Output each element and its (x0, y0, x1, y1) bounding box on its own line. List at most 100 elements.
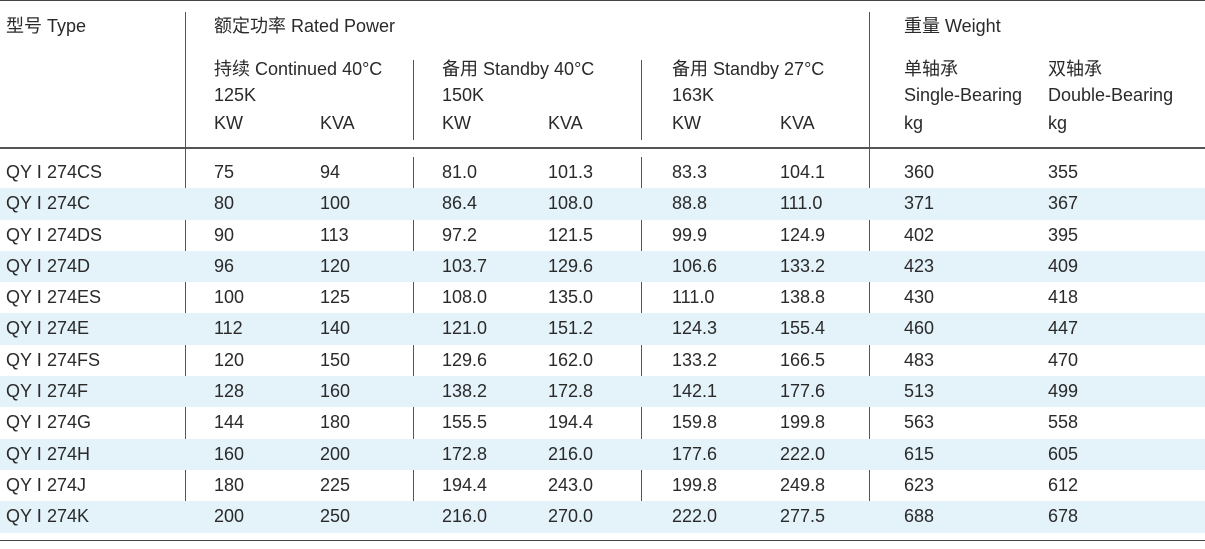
weight-header: 重量 Weight (904, 16, 1001, 36)
cell-continued-kva: 160 (320, 381, 351, 402)
cell-model: QY Ⅰ 274H (6, 443, 91, 464)
cell-standby40-kw: 129.6 (442, 349, 488, 370)
group-standby40-kva: KVA (548, 113, 583, 133)
cell-standby40-kw: 172.8 (442, 443, 488, 464)
cell-continued-kw: 180 (214, 474, 245, 495)
cell-standby40-kva: 270.0 (548, 506, 594, 527)
table-row: QY Ⅰ 274FS 120 150 129.6 162.0 133.2 166.5 483 4… (0, 345, 1205, 376)
cell-standby27-kw: 159.8 (672, 412, 718, 433)
cell-single-bearing-kg: 483 (904, 349, 935, 370)
table-row: QY Ⅰ 274DS 90 113 97.2 121.5 99.9 124.9 402 395 (0, 220, 1205, 251)
cell-standby27-kva: 111.0 (780, 193, 823, 214)
cell-single-bearing-kg: 563 (904, 412, 935, 433)
cell-single-bearing-kg: 402 (904, 224, 935, 245)
cell-model: QY Ⅰ 274FS (6, 349, 101, 370)
cell-double-bearing-kg: 678 (1048, 506, 1079, 527)
group-continued-kva: KVA (320, 113, 355, 133)
cell-standby27-kva: 155.4 (780, 318, 826, 339)
cell-standby40-kva: 121.5 (548, 224, 594, 245)
cell-double-bearing-kg: 558 (1048, 412, 1079, 433)
table-row: QY Ⅰ 274ES 100 125 108.0 135.0 111.0 138.8 430 4… (0, 282, 1205, 313)
cell-model: QY Ⅰ 274C (6, 193, 91, 214)
top-rule (0, 0, 1205, 1)
cell-standby27-kva: 166.5 (780, 349, 826, 370)
table-row: QY Ⅰ 274K 200 250 216.0 270.0 222.0 277.5 688 67… (0, 501, 1205, 533)
cell-standby27-kw: 133.2 (672, 349, 718, 370)
cell-standby27-kw: 88.8 (672, 193, 708, 214)
cell-standby27-kva: 177.6 (780, 381, 826, 402)
cell-standby27-kw: 124.3 (672, 318, 718, 339)
double-bearing-cn: 双轴承 (1048, 59, 1102, 79)
table-row: QY Ⅰ 274D 96 120 103.7 129.6 106.6 133.2 423 409 (0, 250, 1205, 283)
cell-standby40-kw: 121.0 (442, 318, 488, 339)
cell-model: QY Ⅰ 274DS (6, 224, 103, 245)
cell-model: QY Ⅰ 274K (6, 506, 90, 527)
cell-single-bearing-kg: 423 (904, 255, 935, 276)
cell-continued-kva: 125 (320, 287, 351, 308)
header-rule (0, 147, 1205, 149)
cell-model: QY Ⅰ 274E (6, 318, 90, 339)
cell-standby27-kva: 277.5 (780, 506, 826, 527)
table-row: QY Ⅰ 274J 180 225 194.4 243.0 199.8 249.8 623 61… (0, 470, 1205, 501)
table-body: QY Ⅰ 274CS 75 94 81.0 101.3 83.3 104.1 360 355 QY… (0, 157, 1205, 533)
table-row: QY Ⅰ 274F 128 160 138.2 172.8 142.1 177.6 513 49… (0, 376, 1205, 408)
cell-continued-kva: 250 (320, 506, 351, 527)
table-row: QY Ⅰ 274G 144 180 155.5 194.4 159.8 199.8 563 55… (0, 407, 1205, 438)
cell-double-bearing-kg: 418 (1048, 287, 1079, 308)
cell-standby27-kva: 249.8 (780, 474, 826, 495)
cell-standby27-kw: 111.0 (672, 287, 715, 308)
table-row: QY Ⅰ 274CS 75 94 81.0 101.3 83.3 104.1 360 355 (0, 157, 1205, 188)
cell-double-bearing-kg: 605 (1048, 443, 1079, 464)
cell-standby40-kw: 103.7 (442, 255, 488, 276)
cell-double-bearing-kg: 355 (1048, 162, 1079, 182)
cell-standby27-kva: 138.8 (780, 287, 826, 308)
cell-standby27-kw: 142.1 (672, 381, 718, 402)
cell-standby27-kva: 222.0 (780, 443, 826, 464)
cell-continued-kva: 140 (320, 318, 351, 339)
cell-standby40-kw: 138.2 (442, 381, 488, 402)
cell-standby40-kva: 194.4 (548, 412, 594, 433)
cell-standby40-kva: 162.0 (548, 349, 594, 370)
cell-model: QY Ⅰ 274J (6, 474, 87, 495)
rated-power-header: 额定功率 Rated Power (214, 16, 396, 36)
cell-continued-kva: 150 (320, 349, 351, 370)
group-continued-title: 持续 Continued 40°C (214, 59, 383, 79)
double-bearing-unit: kg (1048, 113, 1068, 133)
cell-model: QY Ⅰ 274G (6, 412, 92, 433)
single-bearing-en: Single-Bearing (904, 85, 1023, 105)
cell-standby40-kw: 108.0 (442, 287, 488, 308)
cell-standby40-kva: 135.0 (548, 287, 594, 308)
group-standby27-sub: 163K (672, 85, 715, 105)
cell-double-bearing-kg: 499 (1048, 381, 1079, 402)
group-divider-1-body (413, 157, 414, 533)
cell-double-bearing-kg: 395 (1048, 224, 1079, 245)
cell-standby27-kw: 199.8 (672, 474, 718, 495)
cell-continued-kw: 90 (214, 224, 235, 245)
double-bearing-en: Double-Bearing (1048, 85, 1174, 105)
cell-standby27-kva: 133.2 (780, 255, 826, 276)
cell-standby40-kva: 101.3 (548, 162, 594, 182)
group-standby40-sub: 150K (442, 85, 485, 105)
cell-model: QY Ⅰ 274ES (6, 287, 102, 308)
cell-standby40-kva: 108.0 (548, 193, 594, 214)
cell-double-bearing-kg: 470 (1048, 349, 1079, 370)
cell-continued-kw: 100 (214, 287, 245, 308)
single-bearing-unit: kg (904, 113, 924, 133)
bottom-rule (0, 540, 1205, 541)
cell-standby40-kva: 151.2 (548, 318, 594, 339)
group-continued-sub: 125K (214, 85, 257, 105)
table-row: QY Ⅰ 274C 80 100 86.4 108.0 88.8 111.0 371 367 (0, 188, 1205, 220)
cell-continued-kw: 128 (214, 381, 245, 402)
group-standby27-title: 备用 Standby 27°C (672, 59, 825, 79)
cell-model: QY Ⅰ 274CS (6, 162, 103, 182)
cell-standby40-kva: 243.0 (548, 474, 594, 495)
cell-continued-kw: 200 (214, 506, 245, 527)
cell-continued-kva: 120 (320, 255, 351, 276)
cell-continued-kw: 144 (214, 412, 245, 433)
cell-double-bearing-kg: 409 (1048, 255, 1079, 276)
group-divider-2-header (641, 60, 642, 140)
group-standby27-kw: KW (672, 113, 701, 133)
cell-continued-kw: 112 (214, 318, 243, 339)
cell-single-bearing-kg: 623 (904, 474, 935, 495)
cell-continued-kva: 225 (320, 474, 351, 495)
